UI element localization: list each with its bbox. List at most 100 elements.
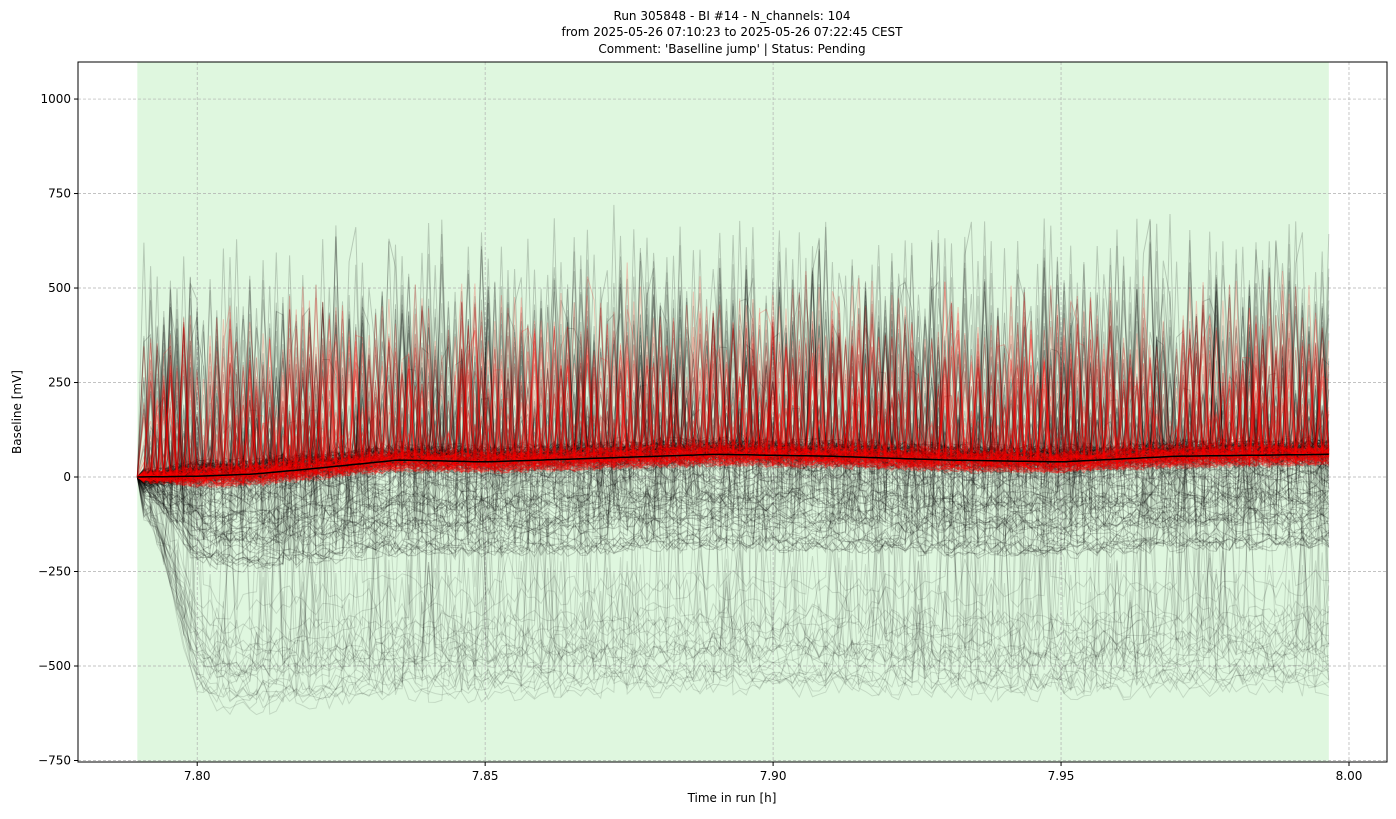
channel-trace [136,407,1329,654]
channel-trace [136,221,1330,484]
channel-trace [136,431,1330,716]
channel-trace [136,476,1329,709]
channel-trace [137,324,1330,487]
channel-trace [136,347,1330,683]
channel-trace [136,362,1330,540]
channel-trace [136,354,1330,500]
channel-trace [137,246,1330,481]
channel-trace [137,361,1330,487]
channel-trace [137,261,1330,482]
channel-trace [137,302,1330,506]
channel-trace [137,291,1330,486]
channel-trace [137,334,1329,489]
channel-trace [136,476,1330,702]
channel-trace [136,302,1330,533]
channel-trace [137,333,1329,548]
channel-trace [136,476,1329,716]
channel-trace [137,301,1330,481]
channel-trace [137,344,1329,484]
channel-trace [137,350,1330,478]
channel-trace [137,298,1330,485]
channel-trace [137,344,1329,487]
axes-frame [77,61,1388,763]
channel-trace [137,324,1329,488]
channel-trace [137,315,1330,484]
channel-trace [136,321,1330,483]
channel-trace [136,313,1330,485]
channel-trace [137,308,1330,481]
channel-trace [136,297,1329,478]
channel-trace [136,267,1329,484]
channel-trace [136,232,1329,483]
channel-trace [137,301,1330,483]
channel-trace [136,327,1329,530]
channel-trace [136,249,1330,479]
channel-trace [137,320,1329,485]
channel-trace [136,346,1330,562]
channel-trace [137,324,1330,536]
channel-trace [136,464,1329,678]
channel-trace [137,371,1330,482]
channel-trace [137,277,1330,493]
y-tick-label: 1000 [40,92,71,106]
channel-trace [136,280,1330,524]
channel-trace [137,294,1330,483]
channel-trace [136,412,1330,565]
channel-trace [136,352,1330,530]
channel-trace [136,442,1330,686]
channel-trace [137,320,1330,485]
channel-trace [136,286,1330,539]
channel-trace [136,243,1329,480]
channel-trace [136,273,1330,485]
channel-trace [136,310,1329,485]
channel-trace [136,318,1330,488]
channel-trace [136,277,1330,525]
channel-trace [137,322,1330,482]
channel-trace [137,341,1330,497]
channel-trace [136,232,1330,478]
chart-title-line-3: Comment: 'Baselline jump' | Status: Pend… [598,42,865,56]
channel-trace [136,337,1330,695]
channel-trace [137,316,1329,479]
channel-trace [137,300,1330,483]
channel-trace [137,236,1330,478]
channel-trace [136,316,1330,482]
channel-trace [136,368,1329,565]
channel-trace [136,365,1330,565]
channel-trace [136,302,1330,482]
channel-trace [136,319,1329,483]
channel-trace [136,372,1330,573]
channel-trace [137,343,1330,488]
channel-trace [137,290,1330,482]
channel-trace [137,237,1330,484]
y-tick-label: 0 [63,470,71,484]
channel-trace [136,242,1330,513]
chart-title-line-2: from 2025-05-26 07:10:23 to 2025-05-26 0… [561,25,903,39]
channel-trace [136,406,1330,676]
channel-trace [136,393,1329,676]
channel-trace [137,285,1329,488]
channel-trace [136,355,1330,571]
channel-trace [136,414,1330,677]
channel-trace [137,365,1330,482]
channel-trace [136,452,1330,698]
channel-trace [137,255,1330,482]
channel-trace [136,325,1329,522]
channel-trace [136,375,1330,489]
channel-trace [137,293,1329,486]
channel-trace [137,312,1330,482]
channel-trace [137,358,1330,487]
channel-trace [136,422,1330,646]
channel-trace [137,317,1330,479]
channel-trace [137,238,1330,490]
channel-trace [137,360,1330,481]
channel-trace [136,302,1330,484]
channel-trace [136,306,1330,483]
channel-trace [137,230,1330,479]
channel-trace [137,326,1329,483]
channel-trace [137,316,1330,483]
channel-trace [137,332,1329,504]
channel-trace [136,291,1330,484]
channel-trace [137,237,1330,480]
